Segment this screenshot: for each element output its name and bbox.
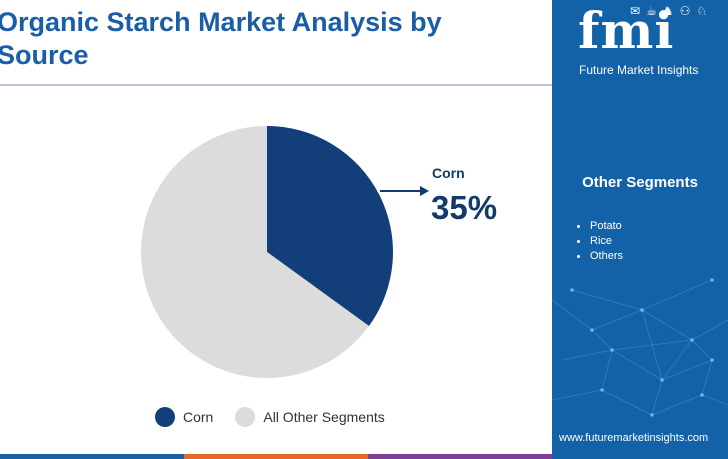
- page-title: Organic Starch Market Analysis by Source: [0, 7, 442, 70]
- other-segments-list: Potato Rice Others: [574, 219, 623, 264]
- footer-bar-blue: [0, 454, 184, 459]
- legend-swatch-corn: [155, 407, 175, 427]
- cup-icon: ☕: [646, 4, 657, 18]
- pie-slice-corn: [267, 126, 393, 327]
- other-segments-heading: Other Segments: [582, 174, 698, 191]
- list-item: Rice: [574, 234, 623, 249]
- legend-label-corn: Corn: [183, 409, 214, 425]
- envelope-icon: ✉: [630, 4, 641, 18]
- logo-icons: ✉ ☕ ♞ ⚇ ♘: [630, 4, 707, 18]
- sidebar-panel: fmi ✉ ☕ ♞ ⚇ ♘ Future Market Insights Oth…: [552, 0, 728, 459]
- brand-subtitle: Future Market Insights: [579, 63, 699, 77]
- figure-icon: ♞: [662, 4, 674, 18]
- footer-bar-orange: [184, 454, 368, 459]
- callout-label: Corn: [432, 165, 465, 181]
- gear-icon: ⚇: [679, 4, 691, 18]
- legend-swatch-other: [235, 407, 256, 427]
- chart-legend: Corn All Other Segments: [155, 404, 385, 430]
- legend-item-other: All Other Segments: [235, 407, 385, 427]
- pie-chart: [141, 126, 429, 378]
- list-item: Potato: [574, 219, 623, 234]
- pie-slice-all-other-segments: [141, 126, 369, 378]
- title-divider: [0, 84, 552, 86]
- fmi-logo: fmi: [578, 1, 675, 60]
- legend-item-corn: Corn: [155, 407, 213, 427]
- person-icon: ♘: [696, 4, 708, 18]
- website-link[interactable]: www.futuremarketinsights.com: [559, 432, 709, 444]
- footer-bar-purple: [368, 454, 552, 459]
- footer-color-bar: [0, 454, 552, 459]
- list-item: Others: [574, 249, 623, 264]
- callout-value: 35%: [431, 189, 498, 226]
- network-pattern: [552, 278, 728, 417]
- legend-label-other: All Other Segments: [263, 409, 385, 425]
- callout-arrow: [380, 186, 429, 196]
